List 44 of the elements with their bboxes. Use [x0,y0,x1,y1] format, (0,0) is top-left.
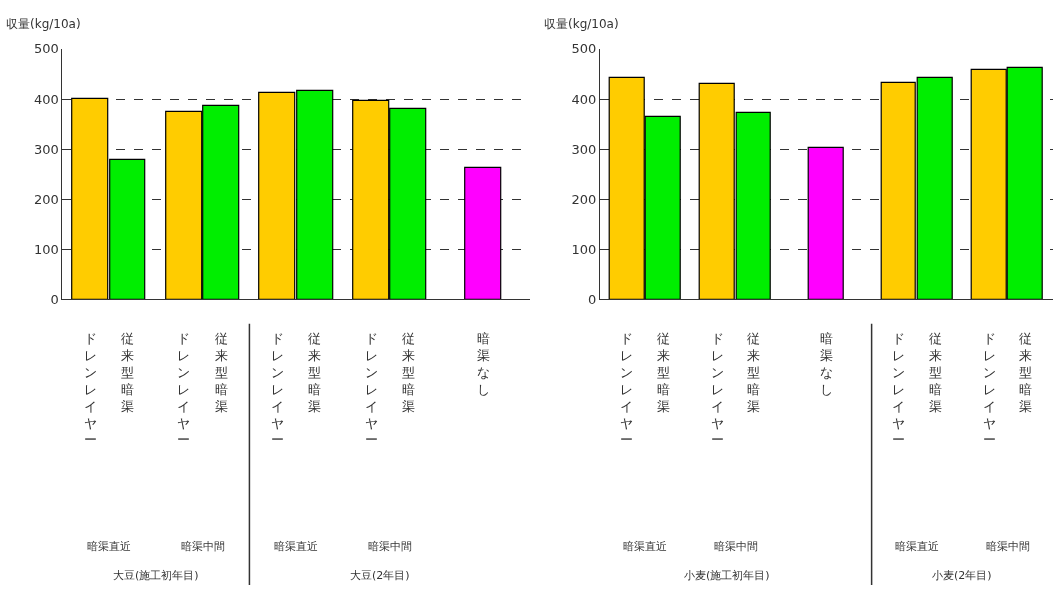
y-tick-label: 400 [571,91,597,107]
x-tick-label: 従来型暗渠 [747,331,760,414]
x-tick-label: 従来型暗渠 [657,331,670,414]
x-tick-label: 暗渠なし [820,331,833,397]
y-tick-label: 200 [571,191,597,207]
x-tick-label: ドレンレイヤー [271,331,284,448]
y-axis-title: 収量(kg/10a) [544,17,619,31]
text: 暗渠直近 [274,540,318,553]
x-tick-label: 従来型暗渠 [929,331,942,414]
x-tick-label: 従来型暗渠 [121,331,134,414]
text: 小麦(施工初年目) [684,569,770,582]
text: 暗渠直近 [623,540,667,553]
text: 暗渠中間 [986,540,1030,553]
x-tick-label: ドレンレイヤー [620,331,633,448]
y-tick-label: 300 [33,141,59,157]
x-tick-label: 従来型暗渠 [402,331,415,414]
text: 暗渠中間 [181,540,225,553]
x-tick-label: 暗渠なし [477,331,490,397]
y-tick-label: 400 [33,91,59,107]
y-tick-label: 0 [50,291,59,307]
text: 暗渠中間 [714,540,758,553]
text: 小麦(2年目) [932,569,992,582]
y-tick-label: 0 [587,291,597,307]
y-tick-label: 300 [571,141,597,157]
x-tick-label: 従来型暗渠 [215,331,228,414]
y-tick-label: 100 [571,241,597,257]
x-tick-label: ドレンレイヤー [711,331,724,448]
y-tick-label: 500 [33,41,59,57]
text: 大豆(施工初年目) [113,569,199,582]
x-tick-label: ドレンレイヤー [177,331,190,448]
x-tick-label: 従来型暗渠 [1019,331,1032,414]
x-tick-label: ドレンレイヤー [892,331,905,448]
x-tick-label: 従来型暗渠 [308,331,321,414]
text: 大豆(2年目) [350,569,410,582]
y-axis-title: 収量(kg/10a) [6,17,81,31]
x-tick-label: ドレンレイヤー [365,331,378,448]
text: 暗渠中間 [368,540,412,553]
x-tick-label: ドレンレイヤー [983,331,996,448]
text: 暗渠直近 [87,540,131,553]
y-tick-label: 500 [571,41,597,57]
y-tick-label: 100 [33,241,59,257]
x-tick-label: ドレンレイヤー [84,331,97,448]
text: 暗渠直近 [895,540,939,553]
y-tick-label: 200 [33,191,59,207]
